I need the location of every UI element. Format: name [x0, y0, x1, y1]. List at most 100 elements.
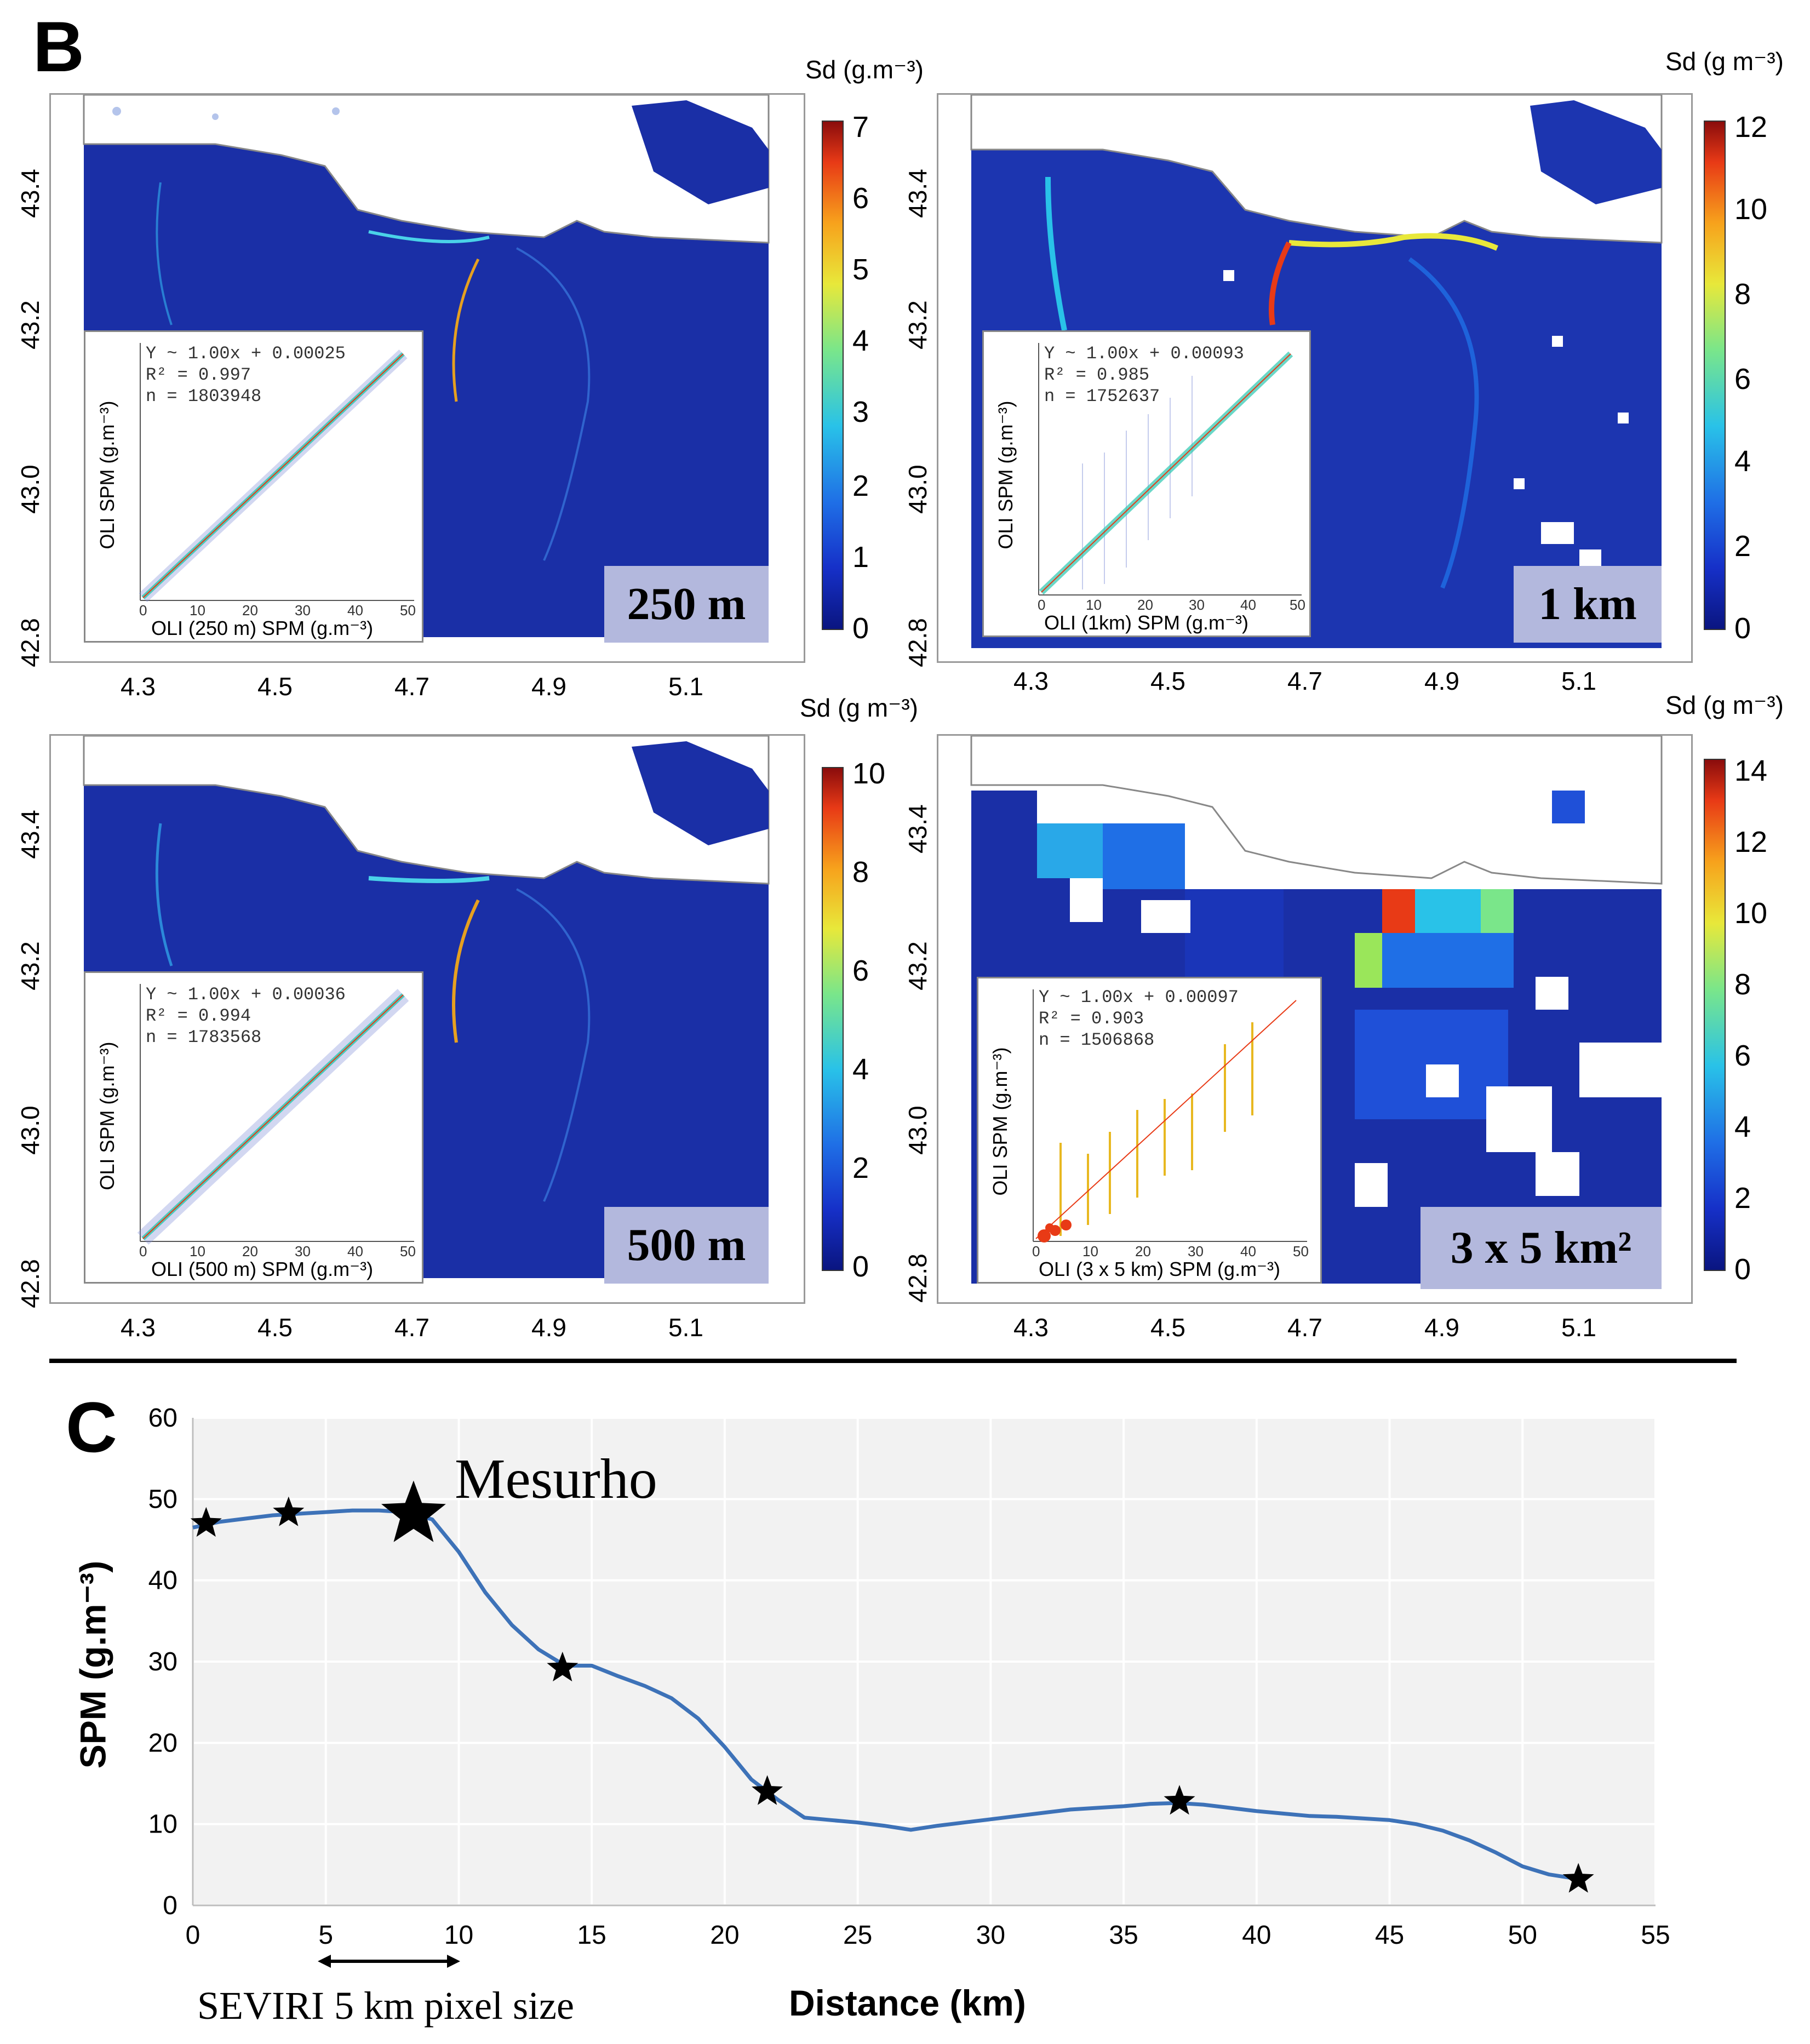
colorbar-tick: 10 — [1734, 897, 1768, 930]
lat-tick: 42.8 — [903, 618, 932, 667]
colorbar-tick: 3 — [852, 396, 869, 428]
coastline — [83, 736, 770, 1202]
inset-tick: 20 — [1137, 597, 1153, 613]
lon-tick: 4.9 — [1424, 667, 1459, 695]
y-tick-label: 60 — [148, 1404, 177, 1433]
inset-tick: 20 — [242, 602, 258, 619]
lon-tick: 4.5 — [1150, 667, 1185, 695]
colorbar-tick: 12 — [1734, 111, 1768, 144]
lon-tick: 4.3 — [1013, 667, 1049, 695]
inset-r2: R² = 0.997 — [146, 365, 251, 386]
lat-tick: 43.0 — [16, 1106, 44, 1155]
lat-tick: 43.0 — [16, 465, 44, 514]
inset-tick: 30 — [1189, 597, 1205, 613]
lon-tick: 5.1 — [1561, 1313, 1596, 1342]
lon-tick: 4.7 — [1287, 667, 1322, 695]
inset-y-label: OLI SPM (g.m⁻³) — [96, 1041, 118, 1190]
inset-tick: 30 — [295, 602, 311, 619]
lat-tick: 42.8 — [16, 618, 44, 667]
spm-transect-line — [192, 1508, 1576, 1881]
colorbar-tick: 10 — [1734, 193, 1768, 226]
colorbar-250m — [822, 121, 844, 630]
lon-tick: 5.1 — [668, 1313, 703, 1342]
colorbar-tick: 6 — [852, 954, 869, 987]
y-tick-label: 10 — [148, 1810, 177, 1839]
coastline — [970, 95, 1663, 589]
inset-y-label: OLI SPM (g.m⁻³) — [994, 400, 1017, 549]
lat-tick: 42.8 — [16, 1259, 44, 1308]
x-tick-label: 15 — [577, 1921, 606, 1950]
colorbar-tick: 1 — [852, 541, 869, 574]
grid-lines — [192, 1417, 1657, 1906]
inset-tick: 20 — [1135, 1243, 1151, 1259]
y-tick-label: 50 — [148, 1485, 177, 1514]
colorbar-500m — [822, 767, 844, 1271]
seviri-arrow — [318, 1955, 460, 1968]
colorbar-tick: 8 — [1734, 278, 1751, 311]
colorbar-tick: 0 — [852, 1250, 869, 1283]
inset-n: n = 1783568 — [146, 1027, 262, 1048]
station-marker — [752, 1775, 783, 1805]
lon-tick: 5.1 — [1561, 667, 1596, 695]
panel-letter-b: B — [33, 7, 84, 87]
scale-label-250m: 250 m — [604, 566, 769, 643]
inset-tick: 0 — [139, 602, 147, 619]
colorbar-tick: 4 — [1734, 445, 1751, 478]
inset-tick: 0 — [139, 1243, 147, 1259]
lon-tick: 4.5 — [257, 672, 293, 701]
lat-tick: 42.8 — [903, 1253, 932, 1303]
scale-label-3x5km: 3 x 5 km² — [1420, 1207, 1662, 1289]
inset-y-label: OLI SPM (g.m⁻³) — [989, 1047, 1011, 1196]
lat-tick: 43.4 — [903, 804, 932, 854]
inset-tick: 40 — [1240, 597, 1256, 613]
lat-tick: 43.0 — [903, 465, 932, 514]
inset-tick: 50 — [400, 1243, 416, 1259]
inset-equation: Y ~ 1.00x + 0.00025 — [146, 343, 346, 364]
station-marker — [190, 1507, 222, 1537]
x-tick-label: 50 — [1508, 1921, 1537, 1950]
map-250m: Y ~ 1.00x + 0.00025 R² = 0.997 n = 18039… — [16, 93, 805, 699]
inset-scatter-3x5km: Y ~ 1.00x + 0.00097 R² = 0.903 n = 15068… — [977, 977, 1322, 1284]
lon-tick: 5.1 — [668, 672, 703, 701]
x-tick-label: 25 — [843, 1921, 872, 1950]
colorbar-1km — [1704, 121, 1726, 630]
y-tick-label: 0 — [163, 1891, 177, 1920]
x-tick-label: 20 — [710, 1921, 739, 1950]
scale-label-1km: 1 km — [1514, 566, 1662, 643]
lat-tick: 43.4 — [903, 169, 932, 218]
x-tick-label: 35 — [1109, 1921, 1138, 1950]
lat-tick: 43.0 — [903, 1106, 932, 1155]
inset-n: n = 1752637 — [1044, 386, 1160, 407]
x-tick-label: 55 — [1641, 1921, 1670, 1950]
inset-tick: 10 — [190, 602, 205, 619]
x-tick-label: 10 — [444, 1921, 473, 1950]
series — [192, 1508, 1576, 1881]
inset-scatter-500m: Y ~ 1.00x + 0.00036 R² = 0.994 n = 17835… — [84, 971, 423, 1284]
colorbar-tick: 14 — [1734, 754, 1768, 787]
inset-scatter-250m: Y ~ 1.00x + 0.00025 R² = 0.997 n = 18039… — [84, 330, 423, 643]
inset-equation: Y ~ 1.00x + 0.00093 — [1044, 343, 1244, 364]
tick-labels: 0 5 10 15 20 25 30 35 40 45 50 55 0 10 20 30 40 50 60 — [148, 1404, 1670, 1950]
x-tick-label: 30 — [976, 1921, 1005, 1950]
inset-x-label: OLI (3 x 5 km) SPM (g.m⁻³) — [1039, 1258, 1281, 1280]
x-tick-label: 45 — [1375, 1921, 1404, 1950]
plot-area — [193, 1418, 1656, 1905]
mesurho-label: Mesurho — [455, 1447, 657, 1510]
inset-tick: 10 — [190, 1243, 205, 1259]
inset-tick: 40 — [1240, 1243, 1256, 1259]
map-1km: Y ~ 1.00x + 0.00093 R² = 0.985 n = 17526… — [903, 93, 1693, 694]
colorbar-tick: 2 — [1734, 1182, 1751, 1215]
lon-tick: 4.9 — [531, 672, 566, 701]
lon-tick: 4.7 — [394, 1313, 429, 1342]
colorbar-tick: 8 — [852, 856, 869, 889]
inset-n: n = 1803948 — [146, 386, 262, 407]
inset-tick: 50 — [1293, 1243, 1309, 1259]
colorbar-tick: 6 — [1734, 1039, 1751, 1072]
colorbar-title: Sd (g m⁻³) — [1665, 47, 1784, 76]
inset-y-label: OLI SPM (g.m⁻³) — [96, 400, 118, 549]
y-tick-label: 20 — [148, 1728, 177, 1757]
station-marker — [1562, 1863, 1594, 1893]
inset-tick: 50 — [400, 602, 416, 619]
map-3x5km: Y ~ 1.00x + 0.00097 R² = 0.903 n = 15068… — [903, 734, 1693, 1340]
inset-tick: 10 — [1086, 597, 1102, 613]
